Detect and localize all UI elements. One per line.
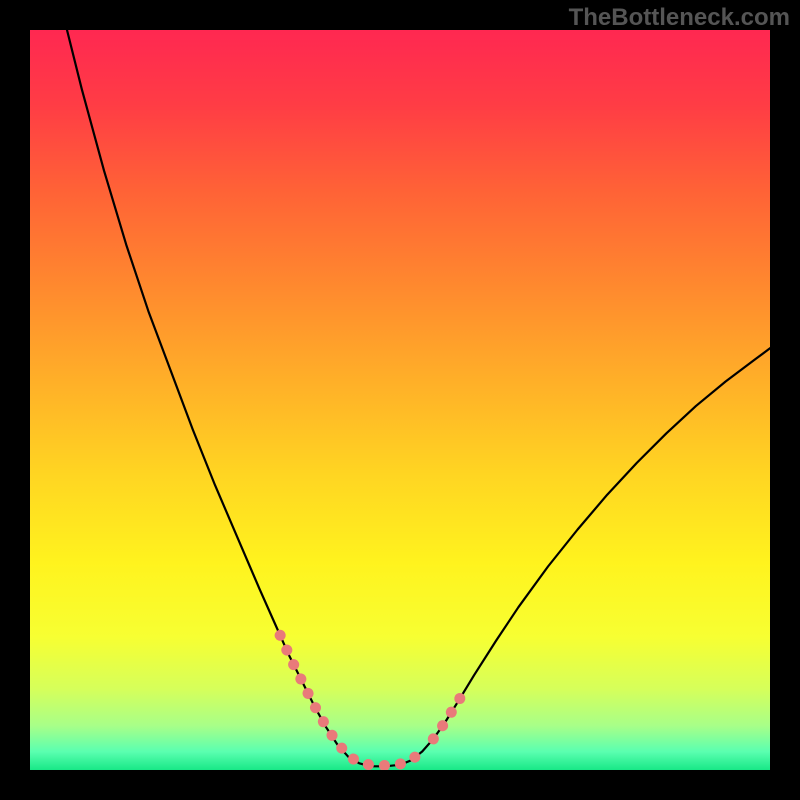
chart-frame: TheBottleneck.com [0, 0, 800, 800]
plot-svg [30, 30, 770, 770]
plot-area [30, 30, 770, 770]
watermark-text: TheBottleneck.com [569, 4, 790, 32]
plot-background [30, 30, 770, 770]
